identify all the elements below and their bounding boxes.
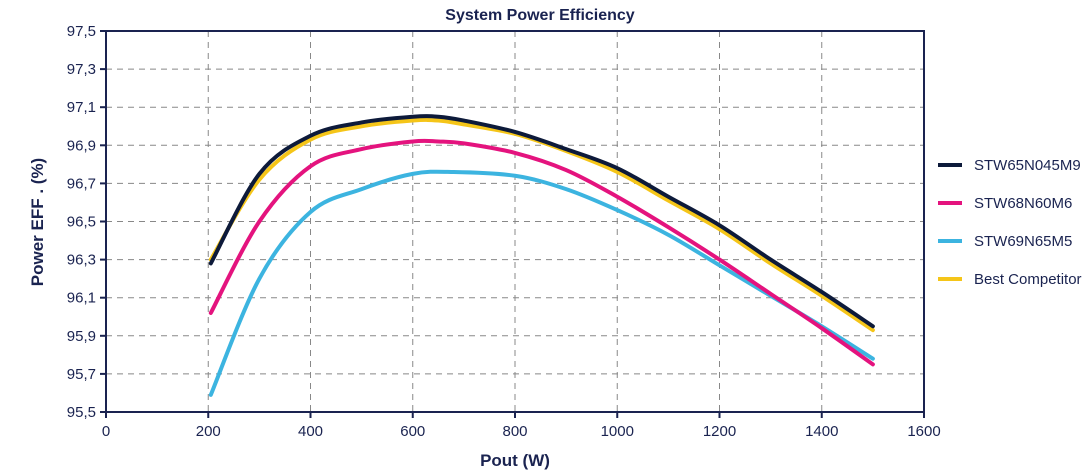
y-tick-label: 96,1: [67, 290, 96, 307]
ticks: 0 200 400 600 800 1000 1200 1400 1600 95,5 95,7 95,…: [67, 23, 941, 440]
x-axis-label: Pout (W): [480, 451, 550, 470]
x-tick-label: 1600: [907, 423, 940, 440]
chart-title: System Power Efficiency: [445, 7, 635, 24]
y-axis-label: Power EFF . (%): [28, 158, 47, 286]
legend-label: STW69N65M5: [974, 233, 1072, 250]
x-tick-label: 1200: [703, 423, 736, 440]
y-tick-label: 95,5: [67, 404, 96, 421]
y-tick-label: 95,7: [67, 366, 96, 383]
legend: STW65N045M9 STW68N60M6 STW69N65M5 Best Comp…: [938, 157, 1082, 288]
x-tick-label: 400: [298, 423, 323, 440]
x-tick-label: 600: [400, 423, 425, 440]
y-tick-label: 97,5: [67, 23, 96, 40]
series-line-1: [208, 138, 875, 367]
legend-label: Best Competitor: [974, 271, 1082, 288]
grid: [106, 31, 924, 412]
x-tick-label: 800: [502, 423, 527, 440]
y-tick-label: 96,7: [67, 175, 96, 192]
y-tick-label: 96,9: [67, 137, 96, 154]
y-tick-label: 96,5: [67, 214, 96, 231]
x-tick-label: 1400: [805, 423, 838, 440]
series-line-2: [208, 169, 875, 397]
legend-label: STW68N60M6: [974, 195, 1072, 212]
x-tick-label: 1000: [601, 423, 634, 440]
y-tick-label: 97,1: [67, 99, 96, 116]
y-tick-label: 95,9: [67, 328, 96, 345]
x-tick-label: 200: [196, 423, 221, 440]
x-tick-label: 0: [102, 423, 110, 440]
y-tick-label: 97,3: [67, 61, 96, 78]
y-tick-label: 96,3: [67, 252, 96, 269]
legend-label: STW65N045M9: [974, 157, 1081, 174]
series-line-0: [208, 114, 875, 329]
series-lines: [208, 114, 875, 397]
